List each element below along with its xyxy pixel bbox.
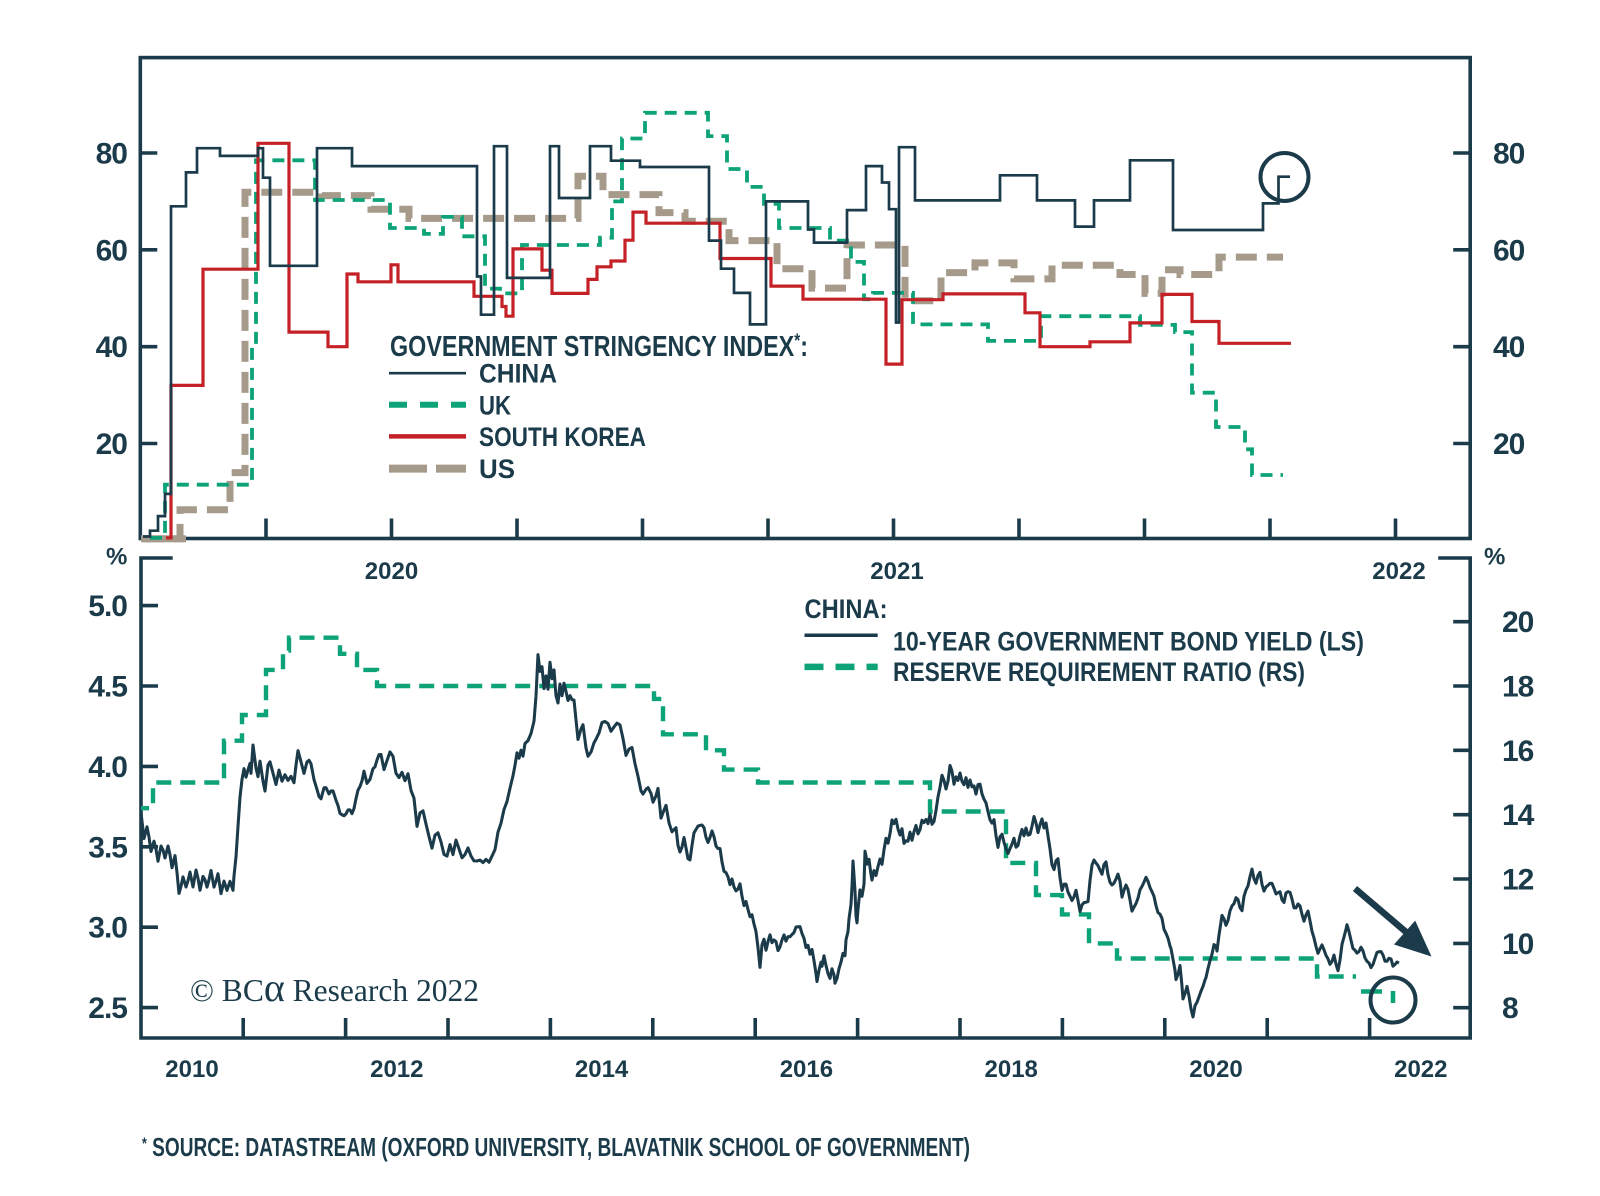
svg-text:10-YEAR GOVERNMENT BOND YIELD: 10-YEAR GOVERNMENT BOND YIELD (LS) [893,627,1364,657]
svg-text:60: 60 [1493,234,1525,267]
svg-text:%: % [106,544,127,571]
svg-text:CHINA: CHINA [479,359,557,389]
svg-text:RESERVE REQUIREMENT RATIO (RS): RESERVE REQUIREMENT RATIO (RS) [893,657,1305,687]
svg-text:CHINA:: CHINA: [805,594,888,624]
svg-text:2020: 2020 [1189,1056,1242,1083]
svg-text:2022: 2022 [1372,558,1425,585]
svg-text:US: US [479,454,515,484]
svg-text:2018: 2018 [985,1056,1038,1083]
svg-text:2021: 2021 [870,558,923,585]
svg-text:12: 12 [1502,864,1534,897]
svg-text:2014: 2014 [575,1056,629,1083]
svg-text:2020: 2020 [365,558,418,585]
svg-text:40: 40 [1493,331,1525,364]
svg-text:80: 80 [1493,138,1525,171]
svg-text:10: 10 [1502,928,1534,961]
svg-text:2022: 2022 [1394,1056,1447,1083]
svg-text:20: 20 [1502,606,1534,639]
svg-text:18: 18 [1502,671,1534,704]
svg-text:%: % [1484,544,1505,571]
svg-text:60: 60 [96,234,128,267]
svg-text:20: 20 [1493,428,1525,461]
svg-text:20: 20 [96,428,128,461]
svg-text:80: 80 [96,138,128,171]
svg-text:2012: 2012 [370,1056,423,1083]
svg-text:2.5: 2.5 [88,992,127,1025]
svg-text:2016: 2016 [780,1056,833,1083]
svg-text:UK: UK [479,390,511,420]
svg-text:4.0: 4.0 [88,751,127,784]
svg-text:14: 14 [1502,799,1535,832]
svg-text:8: 8 [1502,992,1518,1025]
svg-text:3.0: 3.0 [88,912,127,945]
svg-text:2010: 2010 [165,1056,218,1083]
svg-text:5.0: 5.0 [88,590,127,623]
svg-text:3.5: 3.5 [88,831,127,864]
svg-text:SOUTH KOREA: SOUTH KOREA [479,422,646,452]
svg-text:4.5: 4.5 [88,671,127,704]
svg-text:© BCα Research 2022: © BCα Research 2022 [190,965,479,1010]
svg-text:* SOURCE: DATASTREAM (OXFORD U: * SOURCE: DATASTREAM (OXFORD UNIVERSITY,… [142,1132,970,1162]
svg-text:40: 40 [96,331,128,364]
svg-text:GOVERNMENT STRINGENCY INDEX*:: GOVERNMENT STRINGENCY INDEX*: [390,331,808,363]
svg-text:16: 16 [1502,735,1534,768]
